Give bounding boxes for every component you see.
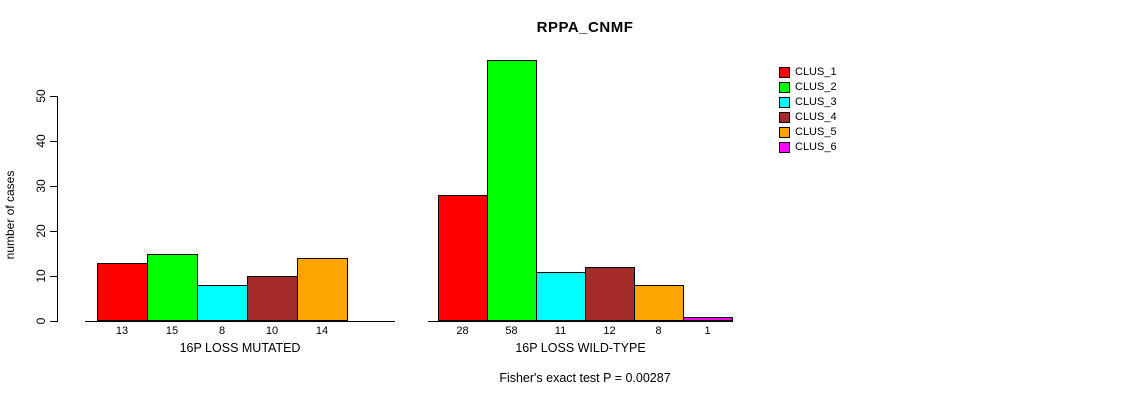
y-axis-tick-label: 50 <box>34 89 48 103</box>
legend-label: CLUS_4 <box>795 111 837 123</box>
group-label: 16P LOSS MUTATED <box>179 341 301 355</box>
bar-CLUS_1 <box>438 195 488 321</box>
y-axis-tick <box>50 231 57 232</box>
bar-value-label: 8 <box>655 325 662 337</box>
bar-value-label: 11 <box>554 325 567 337</box>
bar-value-label: 13 <box>115 325 129 337</box>
y-axis-tick-label: 40 <box>34 134 48 148</box>
legend-swatch-icon <box>779 127 790 138</box>
x-axis-baseline <box>428 321 733 322</box>
y-axis-line <box>57 96 58 322</box>
legend-item-clus_4: CLUS_4 <box>779 110 837 125</box>
legend-item-clus_1: CLUS_1 <box>779 65 837 80</box>
bar-CLUS_1 <box>97 262 148 321</box>
bar-value-label: 15 <box>165 325 179 337</box>
y-axis-tick-label: 30 <box>34 179 48 193</box>
legend-item-clus_2: CLUS_2 <box>779 80 837 95</box>
y-axis-tick <box>50 186 57 187</box>
y-axis-tick <box>50 141 57 142</box>
y-axis-tick-label: 10 <box>34 269 48 283</box>
bar-value-label: 14 <box>315 325 329 337</box>
y-axis-tick <box>50 321 57 322</box>
group-label: 16P LOSS WILD-TYPE <box>515 341 646 355</box>
legend-swatch-icon <box>779 112 790 123</box>
bar-CLUS_4 <box>585 267 635 321</box>
legend-item-clus_6: CLUS_6 <box>779 140 837 155</box>
bar-CLUS_5 <box>297 258 348 321</box>
legend-item-clus_3: CLUS_3 <box>779 95 837 110</box>
bar-CLUS_3 <box>536 271 586 321</box>
bar-value-label: 58 <box>505 325 518 337</box>
bar-value-label: 28 <box>456 325 469 337</box>
bar-CLUS_2 <box>147 253 198 321</box>
legend-swatch-icon <box>779 67 790 78</box>
bar-CLUS_4 <box>247 276 298 321</box>
bar-value-label: 1 <box>704 325 711 337</box>
bar-CLUS_6 <box>683 316 733 321</box>
y-axis-tick <box>50 276 57 277</box>
bar-value-label: 8 <box>218 325 226 337</box>
bar-value-label: 10 <box>265 325 279 337</box>
x-axis-baseline <box>85 321 395 322</box>
chart-title: RPPA_CNMF <box>536 19 634 36</box>
fisher-test-annotation: Fisher's exact test P = 0.00287 <box>499 371 671 385</box>
legend-label: CLUS_6 <box>795 141 837 153</box>
bar-CLUS_3 <box>197 285 248 321</box>
legend-label: CLUS_5 <box>795 126 837 138</box>
legend-label: CLUS_1 <box>795 66 837 78</box>
legend-label: CLUS_2 <box>795 81 837 93</box>
bar-value-label: 12 <box>603 325 616 337</box>
bar-CLUS_2 <box>487 60 537 321</box>
legend: CLUS_1 CLUS_2 CLUS_3 CLUS_4 CLUS_5 CLUS_6 <box>779 65 837 155</box>
y-axis-tick-label: 0 <box>34 317 48 325</box>
y-axis-tick <box>50 96 57 97</box>
legend-swatch-icon <box>779 82 790 93</box>
y-axis-label: number of cases <box>3 170 17 260</box>
bar-CLUS_5 <box>634 285 684 321</box>
legend-swatch-icon <box>779 142 790 153</box>
legend-label: CLUS_3 <box>795 96 837 108</box>
legend-item-clus_5: CLUS_5 <box>779 125 837 140</box>
legend-swatch-icon <box>779 97 790 108</box>
y-axis-tick-label: 20 <box>34 224 48 238</box>
